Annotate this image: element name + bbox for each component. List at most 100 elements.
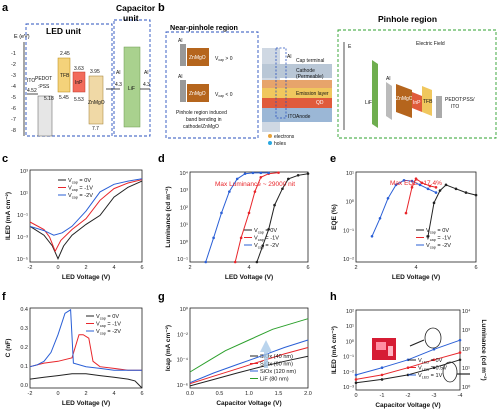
data-point-d	[261, 244, 265, 247]
ylabel-d: Luminance (cd m⁻²)	[165, 186, 172, 247]
ytick-d: 10¹	[180, 223, 188, 229]
xtick-f: 2	[84, 391, 87, 397]
svg-text:Cathode: Cathode	[296, 68, 315, 74]
data-point-d	[253, 190, 257, 193]
legend-label-c: Vcap = -2V	[68, 193, 93, 199]
data-point-d	[259, 171, 263, 175]
svg-text:Al: Al	[178, 38, 182, 44]
znmgo-block	[88, 75, 104, 125]
svg-text:-8: -8	[11, 128, 16, 134]
xtick-d: 6	[306, 265, 309, 271]
xtick-g: 1.5	[275, 391, 283, 397]
data-point-d	[235, 177, 239, 181]
data-point-d	[277, 171, 280, 174]
xtick-c: 4	[112, 265, 115, 271]
data-point-e	[414, 177, 418, 180]
chart-g	[189, 307, 309, 389]
svg-text:InP: InP	[413, 100, 421, 106]
xtick-f: 0	[56, 391, 59, 397]
pinhole-title: Pinhole region	[378, 14, 437, 24]
panel-b: b Near-pinhole region Al ZnMgO Vcap > 0 …	[158, 2, 497, 147]
tfb-block	[57, 57, 71, 93]
xlabel-d: LED Voltage (V)	[225, 274, 273, 281]
tfb-label: TFB	[60, 73, 70, 79]
svg-text:(Permeable): (Permeable)	[296, 74, 324, 80]
led-unit-title: LED unit	[46, 26, 81, 36]
legend-label-e: Vcap = -1V	[426, 236, 451, 242]
xtick-f: 6	[140, 391, 143, 397]
data-point-d	[247, 211, 251, 215]
data-point-h	[380, 378, 384, 381]
svg-text:-7: -7	[11, 117, 16, 123]
data-point-e	[464, 191, 468, 194]
data-point-d	[267, 171, 270, 175]
xtick-c: 0	[56, 265, 59, 271]
svg-text:ZnMgO: ZnMgO	[189, 91, 206, 97]
vcap-negative-label: Vcap < 0	[215, 92, 233, 98]
ytick-c: 10⁻³	[17, 235, 28, 241]
ytick-d: 10⁻¹	[177, 257, 188, 263]
svg-text:cathode/ZnMgO: cathode/ZnMgO	[183, 124, 219, 130]
xlabel-g: Capacitor Voltage (V)	[216, 400, 281, 407]
lif-label: LiF	[128, 86, 135, 92]
vcap-positive-label: Vcap > 0	[215, 56, 233, 62]
data-point-e	[370, 234, 374, 238]
ito-value: 4.52	[27, 88, 37, 94]
xtick-c: 2	[84, 265, 87, 271]
svg-text:-5: -5	[11, 95, 16, 101]
ytick-d: 10³	[180, 188, 188, 194]
xtick-d: 2	[188, 265, 191, 271]
data-point-d	[204, 260, 208, 264]
panel-label-c: c	[2, 153, 8, 165]
data-point-e	[426, 234, 430, 238]
svg-text:Pinhole region induced: Pinhole region induced	[176, 110, 227, 116]
inp-bot: 5.53	[74, 97, 84, 103]
legend-label-f: Vcap = -1V	[96, 322, 121, 328]
legend-electrons: electrons	[274, 134, 295, 140]
max-eqe-annotation: Max EQE ~17.4%	[390, 180, 442, 187]
data-point-e	[434, 186, 438, 189]
data-point-e	[404, 211, 408, 215]
svg-text:-2: -2	[11, 62, 16, 68]
pedot-label: PEDOT	[35, 76, 52, 82]
xlabel-h: Capacitor Voltage (V)	[375, 402, 440, 409]
legend-label-h: VLED = 1V	[418, 373, 443, 379]
data-point-d	[287, 177, 290, 181]
legend-label-g: SiOx (40 nm)	[260, 354, 293, 360]
right-arrow-ellipse	[442, 361, 458, 383]
ytick-r-h: 10⁴	[462, 308, 471, 315]
led-unit-box	[25, 23, 113, 137]
series-line-f-1	[29, 334, 142, 371]
ytick-f: 0.3	[20, 326, 28, 332]
panel-a: a E (eV) -1 -2 -3 -4 -5 -6 -7 -8 LED uni…	[2, 2, 156, 137]
panel-label-e: e	[330, 153, 336, 165]
max-luminance-annotation: Max Luminance ~ 29000 nit	[215, 181, 295, 188]
device-stack: Cap terminal Cathode (Permeable) Emissio…	[262, 47, 332, 132]
inp-block	[72, 71, 86, 93]
data-point-e	[386, 197, 390, 200]
ytick-g: 10⁻⁶	[177, 382, 188, 389]
legend-label-d: Vcap = -2V	[254, 243, 279, 249]
svg-text:-6: -6	[11, 106, 16, 112]
legend-label-c: Vcap = 0V	[68, 178, 91, 184]
al2-label: Al	[144, 70, 148, 76]
panel-label-g: g	[158, 291, 165, 303]
inp-top: 3.63	[74, 66, 84, 72]
al1-value: 4.3	[115, 82, 122, 88]
legend-label-c: Vcap = -1V	[68, 186, 93, 192]
svg-text:Anode: Anode	[296, 114, 311, 120]
data-point-e	[434, 191, 438, 194]
ytick-f: 0.0	[20, 383, 28, 389]
ytick-r-h: 10²	[462, 347, 470, 353]
pedot-value: 5.18	[44, 96, 54, 102]
svg-text:-4: -4	[11, 84, 16, 90]
data-point-h	[380, 366, 384, 370]
svg-text:ITO: ITO	[451, 104, 459, 110]
xtick-c: 6	[140, 265, 143, 271]
svg-text:Cap terminal: Cap terminal	[296, 58, 324, 64]
legend-holes: holes	[274, 141, 286, 147]
plot-frame-c	[29, 169, 143, 263]
legend-label-g: SiOx (60 nm)	[260, 362, 293, 368]
chart-e	[355, 171, 478, 263]
